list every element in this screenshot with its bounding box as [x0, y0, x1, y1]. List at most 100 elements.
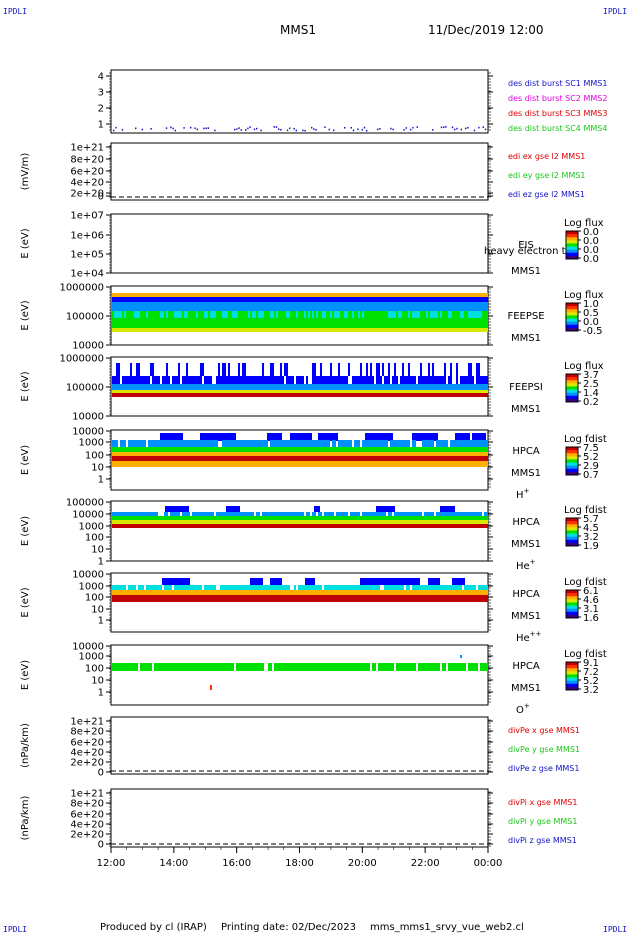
spec-cell — [382, 311, 384, 318]
spec-cell — [164, 461, 166, 467]
spec-cell — [154, 376, 156, 384]
spec-cell — [206, 384, 208, 390]
spec-cell — [358, 390, 360, 393]
spec-cell — [184, 447, 186, 452]
spec-cell — [368, 456, 370, 461]
spec-cell — [306, 311, 308, 318]
spec-cell — [390, 524, 392, 528]
spec-cell — [464, 512, 466, 516]
spec-cell — [240, 516, 242, 520]
spec-cell — [464, 390, 466, 393]
spec-cell — [480, 520, 482, 524]
spec-cell — [344, 440, 346, 447]
spec-cell — [332, 520, 334, 524]
spec-cell — [148, 311, 150, 318]
spec-cell — [340, 516, 342, 520]
spec-cell — [328, 297, 330, 302]
y-tick-label: 10000 — [72, 570, 104, 581]
spec-cell — [216, 293, 218, 297]
spec-cell — [476, 328, 478, 332]
spec-cell — [292, 452, 294, 456]
spec-cell — [334, 318, 336, 328]
spec-cell — [274, 376, 276, 384]
spec-cell — [460, 520, 462, 524]
spec-cell — [444, 376, 446, 384]
spec-cell — [486, 376, 488, 384]
spec-cell — [362, 456, 364, 461]
spec-cell — [338, 512, 340, 516]
spec-cell — [274, 516, 276, 520]
spec-cell — [320, 302, 322, 311]
spec-cell — [138, 328, 140, 332]
spec-cell — [140, 585, 142, 590]
spec-cell — [314, 293, 316, 297]
spec-cell — [154, 293, 156, 297]
spec-cell — [370, 328, 372, 332]
spec-cell — [300, 393, 302, 397]
spec-cell — [436, 585, 438, 590]
spec-cell — [222, 440, 224, 447]
spec-cell — [472, 590, 474, 595]
spec-cell — [204, 318, 206, 328]
spec-cell — [162, 440, 164, 447]
spec-cell — [278, 590, 280, 595]
spec-cell — [432, 452, 434, 456]
spec-cell — [352, 595, 354, 602]
spec-cell — [318, 595, 320, 602]
spec-cell — [222, 311, 224, 318]
spec-cell — [390, 328, 392, 332]
spec-cell — [470, 363, 472, 376]
spec-cell — [404, 456, 406, 461]
spec-cell — [334, 328, 336, 332]
spec-cell — [168, 390, 170, 393]
spec-cell — [118, 393, 120, 397]
spec-cell — [162, 376, 164, 384]
spec-cell — [470, 318, 472, 328]
spec-cell — [398, 390, 400, 393]
spec-cell — [484, 311, 486, 318]
spec-cell — [464, 447, 466, 452]
burst-mark — [196, 128, 198, 131]
spec-cell — [148, 393, 150, 397]
spec-cell — [440, 390, 442, 393]
colorbar-cell — [566, 398, 578, 403]
spec-cell — [154, 384, 156, 390]
spec-cell — [378, 390, 380, 393]
spec-cell — [264, 512, 266, 516]
spec-cell — [462, 393, 464, 397]
spec-cell — [178, 456, 180, 461]
spec-cell — [190, 456, 192, 461]
spec-cell — [116, 363, 118, 376]
spec-cell — [440, 585, 442, 590]
spec-cell — [426, 452, 428, 456]
spec-cell — [466, 318, 468, 328]
spec-cell — [214, 461, 216, 467]
spec-cell — [140, 311, 142, 318]
spec-cell — [252, 440, 254, 447]
spec-cell — [370, 302, 372, 311]
burst-mark — [207, 127, 209, 129]
spec-cell — [422, 328, 424, 332]
spec-cell — [178, 512, 180, 516]
spec-cell — [400, 390, 402, 393]
spec-cell — [478, 393, 480, 397]
spec-cell — [462, 376, 464, 384]
spec-cell — [456, 512, 458, 516]
spec-cell — [136, 440, 138, 447]
spec-patch — [200, 433, 236, 441]
spec-cell — [408, 461, 410, 467]
spec-cell — [296, 447, 298, 452]
spec-cell — [116, 297, 118, 302]
spec-cell — [408, 393, 410, 397]
spec-cell — [362, 393, 364, 397]
spec-cell — [404, 452, 406, 456]
spec-cell — [398, 452, 400, 456]
spec-cell — [432, 328, 434, 332]
spec-cell — [372, 293, 374, 297]
spec-cell — [276, 456, 278, 461]
spec-cell — [472, 456, 474, 461]
spec-cell — [294, 585, 296, 590]
spec-cell — [440, 590, 442, 595]
spec-cell — [382, 516, 384, 520]
spec-cell — [354, 456, 356, 461]
